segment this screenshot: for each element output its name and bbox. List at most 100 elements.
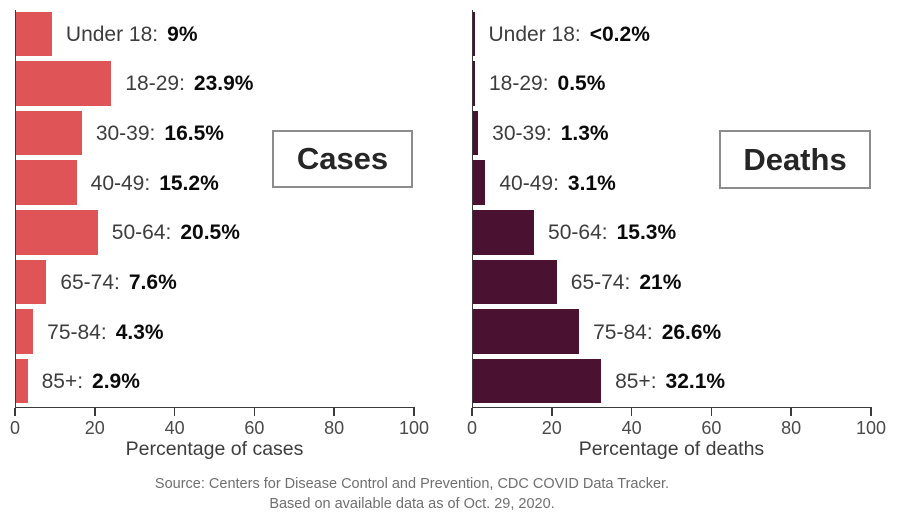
cases-category-30-39: 30-39 <box>96 122 156 146</box>
deaths-tick-mark-20 <box>551 408 553 416</box>
deaths-value-50-64: 15.3% <box>616 221 677 245</box>
cases-bar-under-18 <box>16 11 52 56</box>
cases-label-18-29: 18-29 23.9% <box>125 60 253 110</box>
deaths-x-axis-ticks: 0 20 40 60 80 100 <box>467 407 886 447</box>
deaths-value-under-18: <0.2% <box>589 22 650 46</box>
deaths-plot-area: Under 18 <0.2% 18-29 0.5% 30-39 1.3% 40-49 3.1%… <box>472 10 872 408</box>
deaths-category-30-39: 30-39 <box>492 122 552 146</box>
deaths-bar-50-64 <box>473 210 535 255</box>
cases-tick-label-20: 20 <box>84 418 105 438</box>
deaths-bar-40-49 <box>473 160 486 205</box>
deaths-bar-85 <box>473 358 602 404</box>
deaths-tick-label-80: 80 <box>781 418 802 438</box>
cases-bar-85 <box>16 358 28 404</box>
deaths-label-65-74: 65-74 21% <box>571 258 682 308</box>
deaths-category-65-74: 65-74 <box>571 271 631 295</box>
deaths-tick-label-100: 100 <box>855 418 887 438</box>
cases-bar-18-29 <box>16 61 112 106</box>
deaths-tick-mark-0 <box>471 408 473 416</box>
cases-value-50-64: 20.5% <box>180 221 240 245</box>
deaths-category-50-64: 50-64 <box>548 221 608 245</box>
deaths-tick-mark-80 <box>790 408 792 416</box>
deaths-category-under-18: Under 18 <box>489 23 581 47</box>
deaths-bar-30-39 <box>473 110 479 156</box>
cases-title: Cases <box>296 141 389 176</box>
cases-value-40-49: 15.2% <box>159 171 219 195</box>
source-line-1: Source: Centers for Disease Control and … <box>154 476 670 492</box>
deaths-category-18-29: 18-29 <box>489 72 549 96</box>
cases-value-75-84: 4.3% <box>115 320 164 344</box>
deaths-bar-65-74 <box>473 259 557 305</box>
cases-category-under-18: Under 18 <box>66 23 158 47</box>
cases-label-40-49: 40-49 15.2% <box>91 159 219 209</box>
cases-tick-label-80: 80 <box>324 418 345 438</box>
deaths-label-under-18: Under 18 <0.2% <box>489 10 650 60</box>
cases-value-18-29: 23.9% <box>193 72 254 96</box>
deaths-tick-label-60: 60 <box>701 418 722 438</box>
deaths-value-85: 32.1% <box>665 370 726 394</box>
cases-category-65-74: 65-74 <box>60 271 120 295</box>
cases-tick-label-0: 0 <box>9 418 20 438</box>
deaths-bar-under-18 <box>473 11 475 56</box>
cases-x-axis-title: Percentage of cases <box>125 438 304 460</box>
cases-label-50-64: 50-64 20.5% <box>112 209 240 259</box>
deaths-tick-mark-40 <box>630 408 633 416</box>
deaths-tick-mark-100 <box>870 408 872 416</box>
deaths-category-85: 85+ <box>615 370 656 394</box>
deaths-label-18-29: 18-29 0.5% <box>489 60 605 110</box>
cases-category-40-49: 40-49 <box>91 172 151 196</box>
cases-tick-label-100: 100 <box>398 418 430 438</box>
cases-value-85: 2.9% <box>92 370 140 394</box>
cases-tick-mark-0 <box>14 408 16 416</box>
cases-tick-mark-100 <box>413 408 415 416</box>
cases-label-under-18: Under 18 9% <box>66 10 198 60</box>
deaths-label-40-49: 40-49 3.1% <box>499 159 615 209</box>
cases-tick-mark-40 <box>173 408 176 416</box>
deaths-label-85: 85+ 32.1% <box>615 357 725 407</box>
deaths-tick-label-40: 40 <box>621 418 642 438</box>
cases-tick-mark-20 <box>94 408 96 416</box>
cases-tick-mark-60 <box>253 408 256 416</box>
deaths-tick-mark-60 <box>710 408 713 416</box>
deaths-label-50-64: 50-64 15.3% <box>548 209 676 259</box>
cases-tick-mark-80 <box>333 408 335 416</box>
cases-value-under-18: 9% <box>167 22 198 46</box>
cases-bar-75-84 <box>16 309 34 354</box>
deaths-category-40-49: 40-49 <box>499 172 559 196</box>
cases-title-box: Cases <box>272 130 413 188</box>
cases-tick-label-40: 40 <box>164 418 185 438</box>
cases-tick-label-60: 60 <box>244 418 265 438</box>
deaths-category-75-84: 75-84 <box>593 321 653 345</box>
source-attribution: Source: Centers for Disease Control and … <box>112 474 712 514</box>
cases-plot-area: Under 18 9% 18-29 23.9% 30-39 16.5% 40-49 15.2%… <box>15 10 415 408</box>
cases-value-30-39: 16.5% <box>164 122 224 146</box>
deaths-x-axis-title: Percentage of deaths <box>578 438 765 460</box>
deaths-label-30-39: 30-39 1.3% <box>492 109 608 159</box>
deaths-label-75-84: 75-84 26.6% <box>593 308 721 358</box>
cases-x-axis-ticks: 0 20 40 60 80 100 <box>10 407 429 447</box>
cases-category-50-64: 50-64 <box>112 221 172 245</box>
cases-label-75-84: 75-84 4.3% <box>47 308 163 358</box>
deaths-title: Deaths <box>743 141 847 177</box>
cases-bar-40-49 <box>16 160 77 205</box>
source-line-2: Based on available data as of Oct. 29, 2… <box>269 496 555 512</box>
deaths-bar-75-84 <box>473 309 580 354</box>
deaths-value-65-74: 21% <box>639 270 682 294</box>
cases-category-75-84: 75-84 <box>47 321 107 345</box>
cases-label-65-74: 65-74 7.6% <box>60 258 176 308</box>
deaths-value-40-49: 3.1% <box>567 171 616 195</box>
cases-category-85: 85+ <box>42 370 83 394</box>
cases-label-30-39: 30-39 16.5% <box>96 109 224 159</box>
cases-bar-30-39 <box>16 110 82 156</box>
deaths-tick-label-20: 20 <box>541 418 562 438</box>
deaths-tick-label-0: 0 <box>466 418 477 438</box>
deaths-bar-18-29 <box>473 61 475 106</box>
deaths-value-18-29: 0.5% <box>557 72 606 96</box>
deaths-value-75-84: 26.6% <box>661 320 722 344</box>
cases-category-18-29: 18-29 <box>125 72 185 96</box>
cases-value-65-74: 7.6% <box>128 270 177 294</box>
cases-bar-65-74 <box>16 259 47 305</box>
